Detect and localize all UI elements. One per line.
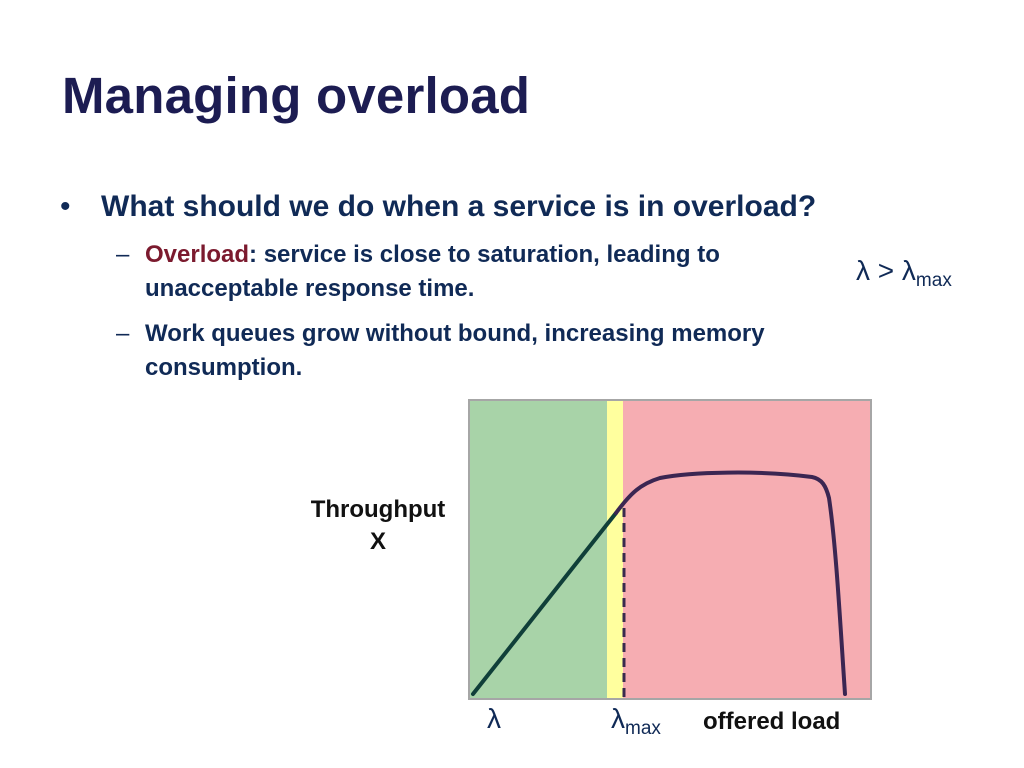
throughput-curve-overload: [614, 470, 847, 696]
overload-condition: λ > λmax: [856, 255, 952, 292]
overload-keyword: Overload: [145, 241, 250, 268]
transition-region: [607, 401, 623, 698]
diagram-frame: [468, 399, 872, 700]
condition-operator: >: [877, 255, 895, 286]
bullet-dot: •: [60, 190, 71, 223]
sub-bullet-text: Work queues grow without bound, increasi…: [145, 320, 765, 381]
overload-definition: : service is close to saturation, leadin…: [145, 241, 720, 302]
condition-rhs: λ: [901, 255, 916, 286]
x-tick-lambda: λ: [487, 703, 501, 734]
lambda-max-subscript: max: [625, 718, 661, 739]
overload-region: [623, 401, 870, 698]
condition-rhs-subscript: max: [915, 270, 952, 291]
slide-title: Managing overload: [62, 67, 531, 124]
throughput-curve-rising: [471, 511, 618, 696]
x-axis-label: offered load: [703, 708, 841, 735]
condition-lhs: λ: [856, 255, 870, 286]
y-axis-label-line1: Throughput: [310, 496, 446, 523]
sub-bullet-dash: –: [116, 241, 130, 268]
y-axis-label-line2: X: [369, 528, 386, 555]
lambda-max-symbol: λ: [611, 703, 625, 734]
main-bullet-text: What should we do when a service is in o…: [101, 190, 817, 223]
x-tick-lambda-max: λmax: [611, 703, 661, 740]
sub-bullet-dash: –: [116, 320, 130, 347]
sub-bullet-text: Overload: service is close to saturation…: [145, 238, 865, 306]
y-axis-label: Throughput X: [290, 494, 466, 558]
safe-region: [470, 401, 607, 698]
